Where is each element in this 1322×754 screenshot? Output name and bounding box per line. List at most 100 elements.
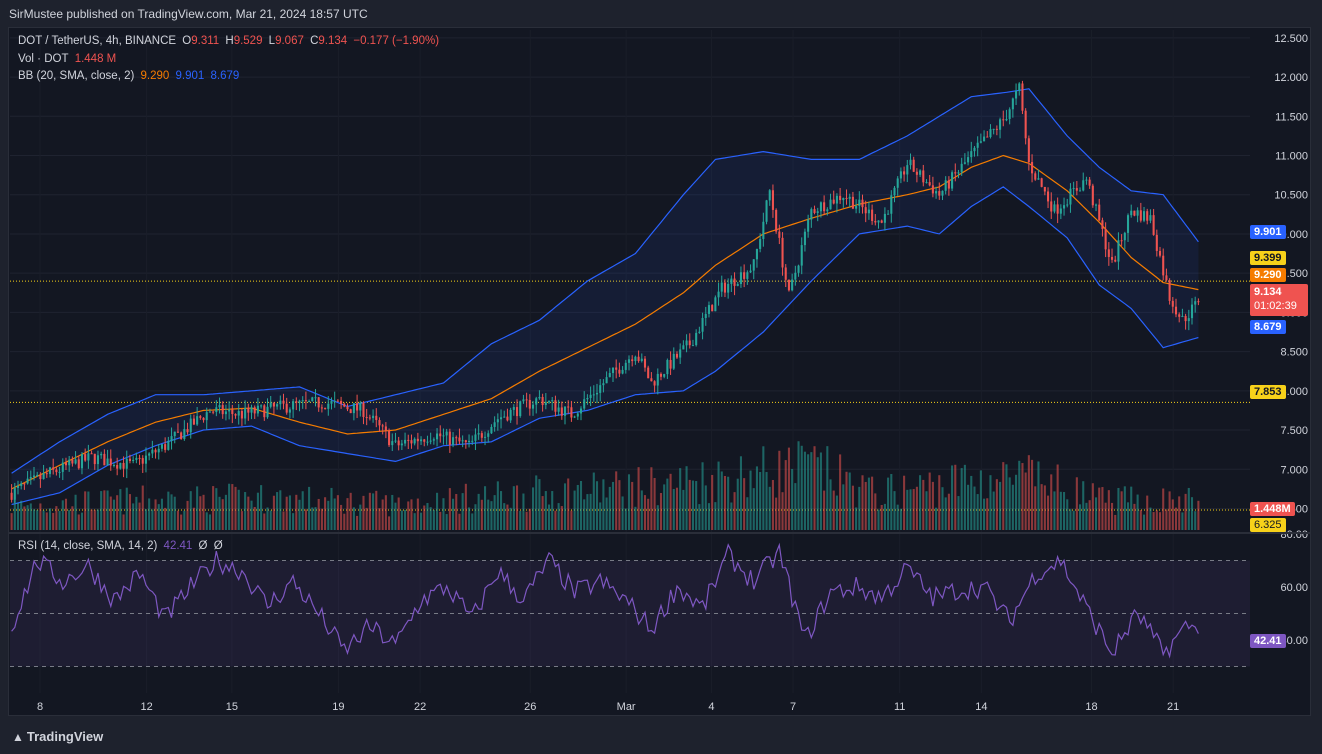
volume-bar (1059, 491, 1062, 530)
volume-bar (691, 480, 695, 530)
candle-body (1136, 210, 1139, 216)
price-axis-label: 12.000 (1274, 72, 1308, 84)
volume-bar (973, 486, 976, 530)
bb-legend[interactable]: BB (20, SMA, close, 2) 9.290 9.901 8.679 (18, 70, 242, 82)
symbol-legend[interactable]: DOT / TetherUS, 4h, BINANCE O9.311 H9.52… (18, 35, 442, 47)
volume-bar (308, 486, 311, 530)
candle-body (800, 245, 803, 266)
volume-bar (343, 513, 346, 530)
candle-body (295, 401, 298, 403)
candle-body (781, 237, 784, 268)
volume-bar (164, 507, 167, 530)
candle-body (311, 397, 314, 401)
pane-separator[interactable] (8, 532, 1311, 534)
candle-body (627, 359, 631, 363)
volume-bar (324, 497, 327, 530)
candle-body (119, 462, 122, 469)
candle-body (925, 182, 928, 184)
volume-bar (893, 491, 896, 530)
volume-bar (1117, 487, 1120, 530)
bb-upper-value: 9.901 (175, 70, 205, 82)
candle-body (285, 403, 288, 413)
volume-bar (247, 496, 250, 530)
volume-bar (637, 467, 640, 530)
candle-body (468, 440, 471, 443)
candle-body (71, 459, 74, 464)
candle-body (61, 462, 64, 472)
candle-body (100, 453, 103, 456)
candle-body (1139, 210, 1142, 221)
candle-body (861, 199, 864, 208)
volume-bar (826, 446, 829, 530)
rsi-axis-label: 40.00 (1280, 635, 1308, 647)
open-label: O (182, 35, 192, 47)
volume-bar (1043, 485, 1046, 530)
candle-body (509, 409, 512, 421)
volume-bar (954, 464, 957, 530)
volume-bar (228, 483, 231, 530)
candle-body (1181, 316, 1184, 318)
candle-body (650, 378, 653, 382)
bb-label: BB (20, SMA, close, 2) (18, 70, 135, 82)
candle-body (452, 437, 455, 445)
open-value: 9.311 (191, 35, 220, 47)
candle-body (1047, 191, 1050, 202)
candle-body (1126, 215, 1130, 233)
candle-body (1094, 204, 1098, 206)
candle-body (77, 459, 80, 469)
volume-bar (567, 478, 570, 530)
volume-bar (535, 475, 538, 530)
candle-body (573, 416, 576, 418)
volume-bar (314, 507, 317, 530)
volume-bar (276, 492, 279, 530)
candle-body (349, 409, 352, 414)
volume-bar (1063, 492, 1066, 530)
last-price-tag: 9.134 01:02:39 (1250, 284, 1308, 316)
volume-bar (528, 508, 531, 530)
candle-body (813, 209, 816, 213)
candle-body (1117, 240, 1120, 262)
volume-bar (39, 503, 42, 530)
candle-body (954, 172, 957, 174)
level-high-tag: 9.399 (1250, 251, 1286, 265)
rsi-value: 42.41 (163, 540, 193, 552)
candle-body (691, 345, 695, 347)
volume-bar (915, 486, 918, 530)
volume-bar (803, 451, 806, 530)
candle-body (48, 467, 52, 474)
candle-body (426, 441, 429, 443)
volume-bar (960, 468, 963, 530)
candle-body (455, 437, 458, 439)
volume-bar (810, 452, 813, 530)
candle-body (212, 411, 215, 413)
bb-basis-tag: 9.290 (1250, 268, 1286, 282)
volume-bar (970, 475, 973, 530)
tradingview-logo[interactable]: ▲ TradingView (12, 729, 103, 744)
volume-bar (595, 481, 599, 530)
candle-body (480, 433, 483, 438)
candle-body (947, 180, 950, 189)
volume-bar (765, 472, 768, 530)
volume-bar (410, 499, 413, 530)
candle-body (189, 418, 192, 433)
volume-bar (592, 472, 595, 530)
volume-bar (87, 491, 90, 530)
volume-bar (1005, 464, 1008, 530)
volume-bar (605, 497, 608, 530)
close-value: 9.134 (318, 35, 348, 47)
volume-bar (925, 491, 928, 530)
volume-bar (183, 510, 186, 530)
volume-legend[interactable]: Vol · DOT 1.448 M (18, 53, 119, 65)
volume-bar (941, 487, 944, 530)
volume-bar (583, 499, 586, 530)
volume-bar (659, 493, 663, 530)
volume-bar (1040, 484, 1043, 530)
candle-body (279, 400, 282, 405)
symbol-name[interactable]: DOT / TetherUS, 4h, BINANCE (18, 35, 177, 47)
rsi-legend[interactable]: RSI (14, close, SMA, 14, 2) 42.41 Ø Ø (18, 540, 226, 552)
candle-body (240, 411, 243, 419)
volume-bar (445, 514, 448, 530)
candle-body (471, 440, 474, 442)
volume-bar (813, 446, 816, 530)
